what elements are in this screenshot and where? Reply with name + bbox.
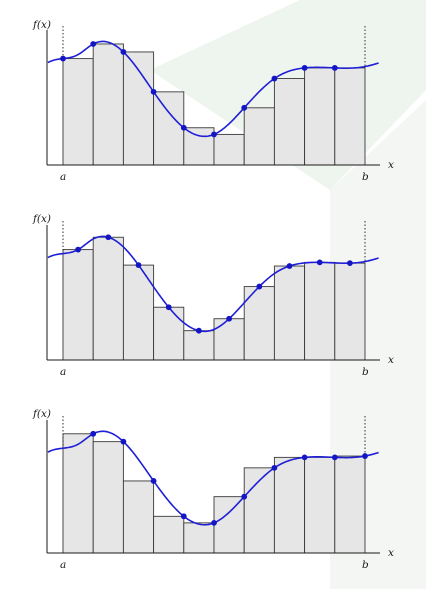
sample-point [120, 438, 127, 445]
sample-point [271, 464, 278, 471]
sample-point [316, 259, 323, 266]
sample-point [150, 478, 157, 484]
bar [213, 496, 245, 554]
bar [243, 107, 275, 166]
sample-point [90, 41, 97, 47]
bar [183, 127, 215, 166]
bar [153, 515, 185, 554]
sample-point [331, 454, 338, 461]
b-label: b [362, 366, 369, 378]
sample-point [256, 283, 263, 290]
sample-point [211, 519, 217, 526]
panels: f(x) x a b f(x) x a b f(x) x a b [32, 19, 394, 571]
bar [92, 441, 124, 554]
sample-point [301, 454, 308, 461]
bar [304, 67, 336, 166]
sample-point [241, 493, 248, 500]
bar [334, 455, 366, 554]
sample-point [180, 124, 187, 131]
bar [122, 480, 155, 554]
y-axis-label: f(x) [32, 408, 51, 420]
sample-point [75, 246, 81, 253]
panel-right: f(x) x a b [32, 408, 394, 571]
bar [334, 67, 366, 166]
sample-point [241, 104, 248, 111]
bar [213, 133, 245, 166]
sample-point [135, 262, 142, 269]
panel-midpoint: f(x) x a b [32, 213, 394, 378]
bar [92, 236, 124, 361]
a-label: a [60, 559, 66, 571]
b-label: b [362, 171, 369, 183]
bar [153, 306, 185, 361]
bar [183, 522, 215, 554]
sample-point [120, 49, 127, 55]
sample-point [196, 327, 202, 334]
sample-point [60, 55, 66, 62]
bar [62, 58, 94, 166]
bar [153, 91, 185, 166]
sample-point [90, 430, 97, 437]
bar [213, 318, 245, 361]
bar [183, 330, 215, 361]
bar [334, 262, 366, 361]
sample-point [347, 260, 353, 267]
sample-point [331, 65, 338, 71]
sample-point [226, 315, 233, 322]
sample-point [165, 304, 172, 311]
bar [273, 265, 306, 361]
bar [273, 78, 306, 166]
bar [62, 249, 94, 361]
bar [304, 456, 336, 554]
a-label: a [60, 366, 66, 378]
bar [92, 43, 124, 166]
a-label: a [60, 171, 66, 183]
sample-point [301, 65, 308, 71]
b-label: b [362, 559, 369, 571]
bar [273, 456, 306, 554]
bar [62, 433, 94, 554]
sample-point [286, 263, 293, 269]
function-curve [47, 235, 379, 333]
sample-point [271, 75, 278, 82]
sample-point [211, 131, 217, 138]
sample-point [105, 234, 112, 241]
sample-point [150, 88, 157, 95]
y-axis-label: f(x) [32, 213, 51, 225]
y-axis-label: f(x) [32, 19, 51, 31]
x-axis-label: x [388, 354, 394, 366]
sample-point [180, 513, 187, 520]
x-axis-label: x [388, 159, 394, 171]
sample-point [362, 453, 368, 459]
panel-left: f(x) x a b [32, 19, 394, 183]
bar [304, 261, 336, 361]
x-axis-label: x [388, 547, 394, 559]
